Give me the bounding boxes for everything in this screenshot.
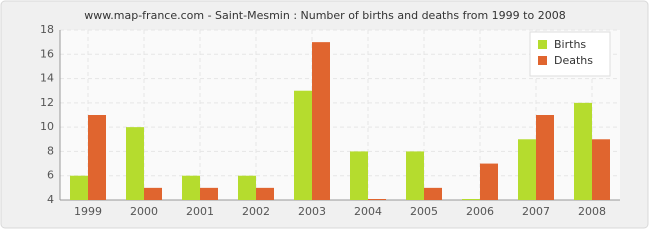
bar (88, 115, 106, 200)
bar (126, 127, 144, 200)
bar (70, 175, 88, 200)
bar (312, 42, 330, 201)
page: www.map-france.com - Saint-Mesmin : Numb… (0, 0, 649, 229)
legend-label: Deaths (554, 54, 593, 67)
x-tick-label: 2001 (186, 205, 214, 218)
bar (518, 139, 536, 200)
bar (480, 163, 498, 200)
x-tick-label: 2005 (410, 205, 438, 218)
bar (350, 151, 368, 200)
bar (294, 90, 312, 200)
y-tick-label: 12 (40, 96, 54, 109)
x-tick-label: 2007 (522, 205, 550, 218)
legend-swatch (538, 40, 547, 49)
bar (462, 199, 480, 200)
y-tick-label: 10 (40, 120, 54, 133)
y-tick-label: 14 (40, 72, 54, 85)
chart: www.map-france.com - Saint-Mesmin : Numb… (0, 0, 649, 229)
bar (536, 115, 554, 200)
bar (144, 187, 162, 200)
bar (574, 102, 592, 200)
x-tick-label: 2002 (242, 205, 270, 218)
bar (256, 187, 274, 200)
bar (182, 175, 200, 200)
bar (368, 199, 386, 200)
x-tick-label: 2004 (354, 205, 382, 218)
bar (406, 151, 424, 200)
legend-swatch (538, 56, 547, 65)
y-tick-label: 6 (47, 169, 54, 182)
bar (200, 187, 218, 200)
x-tick-label: 2000 (130, 205, 158, 218)
bar (424, 187, 442, 200)
y-tick-label: 8 (47, 144, 54, 157)
x-tick-label: 1999 (74, 205, 102, 218)
x-tick-label: 2006 (466, 205, 494, 218)
x-tick-label: 2008 (578, 205, 606, 218)
chart-title: www.map-france.com - Saint-Mesmin : Numb… (84, 9, 565, 22)
y-tick-label: 18 (40, 23, 54, 36)
legend-box (529, 31, 611, 77)
x-tick-label: 2003 (298, 205, 326, 218)
y-tick-label: 4 (47, 193, 54, 206)
legend-label: Births (554, 38, 586, 51)
y-tick-label: 16 (40, 47, 54, 60)
bar (238, 175, 256, 200)
bar (592, 139, 610, 200)
